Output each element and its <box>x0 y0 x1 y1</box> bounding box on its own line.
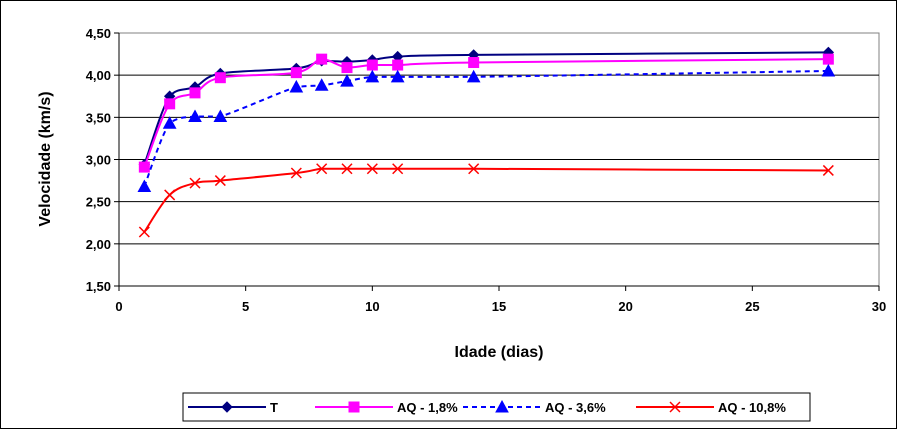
data-point <box>213 109 228 122</box>
data-point <box>137 179 152 192</box>
y-axis-ticks: 1,50 2,00 2,50 3,00 3,50 4,00 4,50 <box>86 26 119 294</box>
data-point <box>138 161 150 173</box>
data-point <box>392 163 404 175</box>
data-point <box>340 74 354 87</box>
data-point <box>188 109 202 122</box>
data-point <box>341 163 353 175</box>
data-point <box>138 226 150 238</box>
data-point <box>314 78 329 91</box>
x-tick-label: 20 <box>618 299 632 314</box>
data-point <box>316 163 328 175</box>
data-point <box>822 53 834 65</box>
data-point <box>392 59 404 71</box>
y-tick-label: 4,00 <box>86 68 111 83</box>
data-point <box>822 164 834 176</box>
x-tick-label: 5 <box>242 299 249 314</box>
x-axis-label: Idade (dias) <box>455 344 544 361</box>
data-point <box>341 62 353 74</box>
series-3 <box>138 163 834 238</box>
legend-item-1: AQ - 1,8% <box>315 400 458 415</box>
x-tick-label: 25 <box>745 299 759 314</box>
data-point <box>162 116 177 129</box>
y-tick-label: 2,50 <box>86 195 111 210</box>
data-point <box>189 177 201 189</box>
data-point <box>466 69 481 83</box>
x-tick-label: 10 <box>365 299 379 314</box>
data-point <box>164 98 176 110</box>
data-point <box>214 175 226 187</box>
y-tick-label: 2,00 <box>86 237 111 252</box>
legend-item-0: T <box>188 400 278 415</box>
legend: T AQ - 1,8% AQ - 3,6% AQ - 10,8% <box>188 399 786 415</box>
data-point <box>366 59 378 71</box>
y-tick-label: 4,50 <box>86 26 111 41</box>
y-axis-label: Velocidade (km/s) <box>37 91 54 226</box>
x-tick-label: 30 <box>872 299 886 314</box>
data-point <box>821 63 836 77</box>
legend-marker <box>495 399 509 413</box>
data-point <box>289 79 304 93</box>
data-point <box>214 72 226 84</box>
x-tick-label: 15 <box>492 299 506 314</box>
y-tick-label: 1,50 <box>86 279 111 294</box>
legend-item-3: AQ - 10,8% <box>636 400 786 415</box>
data-point <box>316 53 328 65</box>
data-point <box>468 57 480 69</box>
x-axis-ticks: 0 5 10 15 20 25 30 <box>115 286 886 314</box>
data-point <box>189 87 201 99</box>
y-tick-label: 3,00 <box>86 153 111 168</box>
data-point <box>365 69 380 83</box>
legend-item-2: AQ - 3,6% <box>463 399 606 415</box>
series-1 <box>138 53 834 173</box>
data-point <box>468 163 480 175</box>
legend-label: AQ - 1,8% <box>397 400 458 415</box>
legend-marker <box>348 401 360 413</box>
y-tick-label: 3,50 <box>86 110 111 125</box>
legend-label: AQ - 3,6% <box>545 400 606 415</box>
series-layer <box>137 46 836 238</box>
data-point <box>290 167 302 179</box>
series-2 <box>137 63 836 192</box>
legend-marker <box>669 401 681 413</box>
data-point <box>290 67 302 79</box>
legend-label: AQ - 10,8% <box>718 400 786 415</box>
data-point <box>390 69 405 83</box>
legend-label: T <box>270 400 278 415</box>
data-point <box>366 163 378 175</box>
data-point <box>164 189 176 201</box>
legend-marker <box>221 401 233 413</box>
x-tick-label: 0 <box>115 299 122 314</box>
